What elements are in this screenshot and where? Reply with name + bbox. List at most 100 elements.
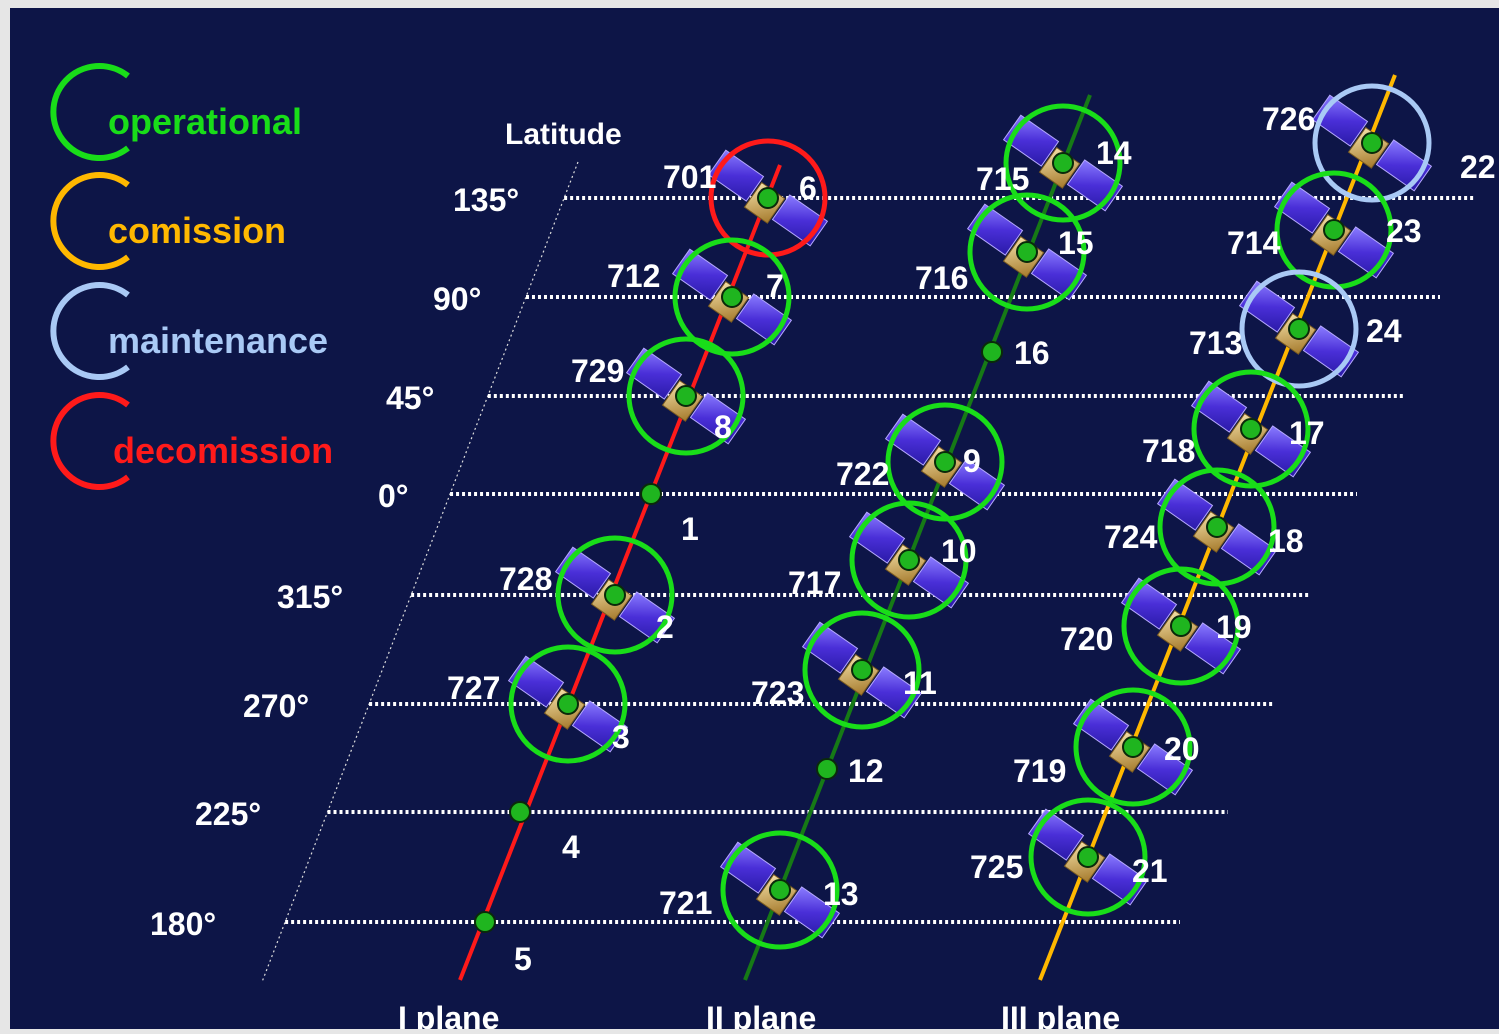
plane-2-label: II plane bbox=[706, 1000, 816, 1029]
slot-number: 13 bbox=[823, 876, 859, 912]
slot-number: 16 bbox=[1014, 335, 1050, 371]
status-ring-operational bbox=[967, 192, 1087, 312]
status-ring-operational bbox=[849, 500, 969, 620]
status-ring-operational bbox=[802, 610, 922, 730]
latitude-tick: 180° bbox=[150, 906, 216, 942]
slot-number: 1 bbox=[681, 511, 699, 547]
legend-operational-label: operational bbox=[108, 101, 302, 142]
satellite-number: 714 bbox=[1227, 225, 1281, 261]
slot-number: 5 bbox=[514, 941, 532, 977]
slot-number: 2 bbox=[656, 609, 674, 645]
satellite-number: 727 bbox=[447, 670, 500, 706]
orbital-slot-node bbox=[509, 801, 531, 823]
slot-number: 23 bbox=[1386, 213, 1422, 249]
status-ring-maintenance bbox=[1239, 269, 1359, 389]
plane-1-label: I plane bbox=[398, 1000, 499, 1029]
legend-comission-label: comission bbox=[108, 210, 286, 251]
orbital-slot-node bbox=[474, 911, 496, 933]
legend-decomission-label: decomission bbox=[113, 430, 333, 471]
satellite-number: 728 bbox=[499, 561, 552, 597]
status-ring-maintenance bbox=[1312, 83, 1432, 203]
slot-number: 4 bbox=[562, 829, 580, 865]
slot-number: 10 bbox=[941, 533, 977, 569]
orbital-slot-node bbox=[757, 187, 779, 209]
legend-comission-swatch bbox=[50, 172, 130, 270]
orbital-slot-node bbox=[1077, 846, 1099, 868]
latitude-tick: 225° bbox=[195, 796, 261, 832]
slot-number: 20 bbox=[1164, 731, 1200, 767]
orbital-slot-node bbox=[604, 584, 626, 606]
status-ring-operational bbox=[1028, 797, 1148, 917]
orbital-slot-node bbox=[898, 549, 920, 571]
satellite-number: 701 bbox=[663, 159, 716, 195]
slot-number: 9 bbox=[963, 443, 981, 479]
status-ring-operational bbox=[555, 535, 675, 655]
satellite-number: 729 bbox=[571, 353, 624, 389]
orbital-slot-node bbox=[934, 451, 956, 473]
slot-number: 8 bbox=[714, 409, 732, 445]
orbital-slot-node bbox=[721, 286, 743, 308]
latitude-axis-title: Latitude bbox=[505, 118, 622, 151]
status-ring-operational bbox=[626, 336, 746, 456]
orbital-slot-node bbox=[640, 483, 662, 505]
slot-number: 7 bbox=[766, 268, 784, 304]
satellite-number: 722 bbox=[836, 456, 889, 492]
status-ring-operational bbox=[672, 237, 792, 357]
orbital-slot-node bbox=[675, 385, 697, 407]
legend-operational-swatch bbox=[50, 63, 130, 161]
orbital-slot-node bbox=[981, 341, 1003, 363]
status-ring-operational bbox=[720, 830, 840, 950]
status-ring-operational bbox=[1003, 103, 1123, 223]
status-ring-operational bbox=[1191, 369, 1311, 489]
legend-maintenance-label: maintenance bbox=[108, 320, 328, 361]
satellite-number: 721 bbox=[659, 885, 712, 921]
slot-number: 19 bbox=[1216, 609, 1252, 645]
slot-number: 21 bbox=[1132, 853, 1168, 889]
latitude-tick: 45° bbox=[386, 380, 434, 416]
slot-number: 14 bbox=[1096, 135, 1132, 171]
latitude-tick: 90° bbox=[433, 281, 481, 317]
orbital-slot-node bbox=[1323, 219, 1345, 241]
orbital-slot-node bbox=[1170, 615, 1192, 637]
orbital-slot-node bbox=[1052, 152, 1074, 174]
orbital-slot-node bbox=[1206, 516, 1228, 538]
orbital-slot-node bbox=[1122, 736, 1144, 758]
slot-number: 24 bbox=[1366, 313, 1402, 349]
satellite-number: 718 bbox=[1142, 433, 1195, 469]
slot-number: 6 bbox=[799, 170, 817, 206]
satellite-number: 724 bbox=[1104, 519, 1158, 555]
orbital-slot-node bbox=[1016, 241, 1038, 263]
satellite-number: 719 bbox=[1013, 753, 1066, 789]
status-ring-operational bbox=[1121, 566, 1241, 686]
satellite-number: 717 bbox=[788, 565, 841, 601]
plane-3-label: III plane bbox=[1001, 1000, 1120, 1029]
legend-maintenance-swatch bbox=[50, 282, 130, 380]
satellite-number: 713 bbox=[1189, 325, 1242, 361]
orbital-slot-node bbox=[851, 659, 873, 681]
status-ring-operational bbox=[1073, 687, 1193, 807]
orbital-slot-node bbox=[816, 758, 838, 780]
satellite-number: 720 bbox=[1060, 621, 1113, 657]
latitude-tick: 135° bbox=[453, 182, 519, 218]
orbital-slot-node bbox=[1240, 418, 1262, 440]
slot-number: 18 bbox=[1268, 523, 1304, 559]
legend-decomission-swatch bbox=[50, 392, 130, 490]
satellite-number: 725 bbox=[970, 849, 1023, 885]
latitude-tick: 0° bbox=[378, 478, 409, 514]
slot-number: 17 bbox=[1289, 415, 1325, 451]
slot-number: 22 bbox=[1460, 149, 1496, 185]
satellite-number: 723 bbox=[751, 675, 804, 711]
status-ring-operational bbox=[508, 644, 628, 764]
satellite-number: 716 bbox=[915, 260, 968, 296]
latitude-axis-line bbox=[261, 161, 579, 983]
latitude-tick: 270° bbox=[243, 688, 309, 724]
satellite-number: 712 bbox=[607, 258, 660, 294]
orbital-slot-node bbox=[769, 879, 791, 901]
latitude-tick: 315° bbox=[277, 579, 343, 615]
slot-number: 11 bbox=[903, 665, 937, 701]
orbital-slot-node bbox=[1361, 132, 1383, 154]
orbital-slot-node bbox=[557, 693, 579, 715]
slot-number: 12 bbox=[848, 753, 884, 789]
